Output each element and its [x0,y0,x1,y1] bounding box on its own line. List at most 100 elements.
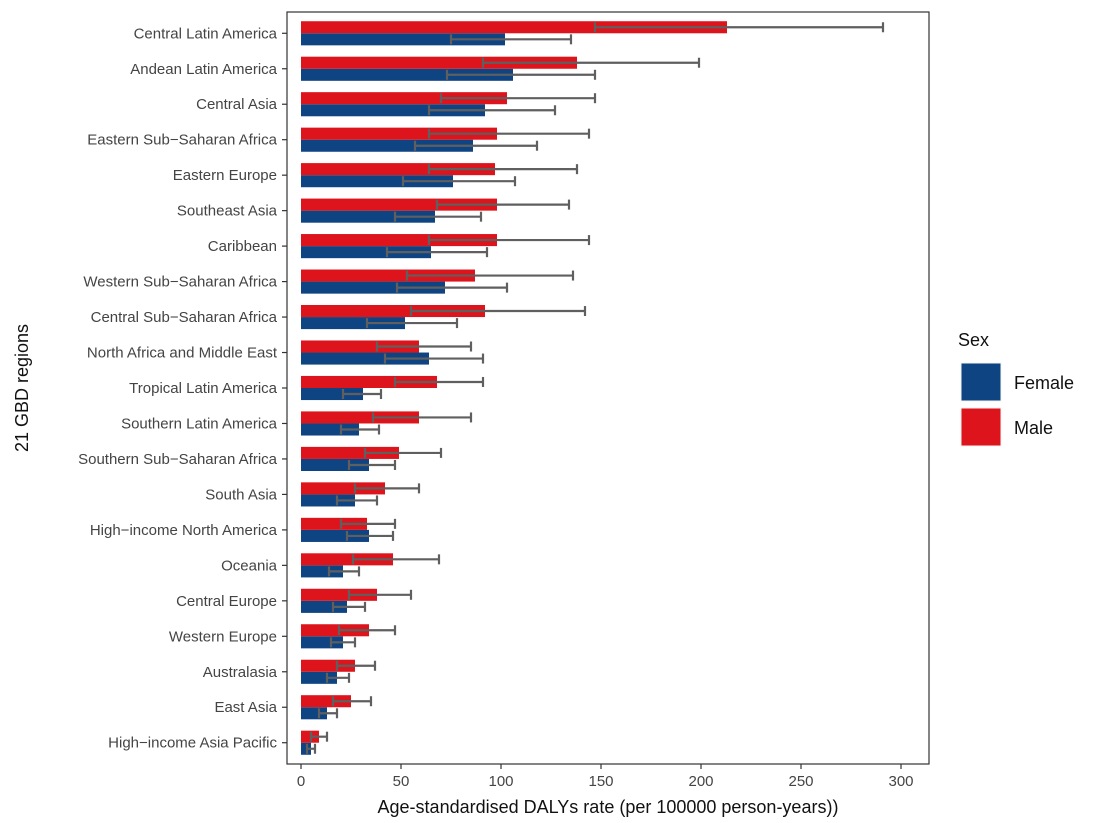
errorbar-male [363,447,443,458]
x-tick-label: 50 [393,773,410,790]
errorbar-female [383,353,485,364]
bar-female [301,68,513,81]
errorbar-male [409,306,587,317]
bar-female [301,494,355,507]
errorbar-male [337,625,397,636]
bar-female [301,423,359,436]
y-tick-label: Western Sub−Saharan Africa [83,274,277,291]
errorbar-male [593,22,885,33]
bar-female [301,281,445,294]
bar-female [301,246,431,259]
bar-female [301,317,405,330]
bar-male [301,659,355,672]
bar-female [301,210,435,223]
bar-male [301,92,507,105]
y-tick-label: East Asia [214,699,277,716]
y-tick-label: Eastern Sub−Saharan Africa [87,132,277,149]
bar-male [301,624,369,637]
y-tick-label: Central Sub−Saharan Africa [91,309,278,326]
errorbars-layer [305,22,885,754]
legend: Sex Female Male [958,330,1074,447]
errorbar-male [347,589,413,600]
errorbar-female [401,176,517,187]
errorbar-female [445,69,597,80]
errorbar-female [339,424,381,435]
bar-female [301,600,347,613]
bar-male [301,482,385,495]
legend-title: Sex [958,330,989,350]
errorbar-female [393,211,483,222]
errorbar-male [309,731,329,742]
y-tick-label: Western Europe [169,628,277,645]
x-tick-label: 250 [788,773,813,790]
bar-female [301,352,429,365]
y-tick-label: Southeast Asia [177,203,278,220]
y-tick-label: North Africa and Middle East [87,345,278,362]
bar-male [301,304,485,318]
errorbar-female [413,140,539,151]
errorbar-male [427,164,579,175]
x-tick-label: 150 [588,773,613,790]
errorbar-male [393,376,485,387]
errorbar-female [327,566,361,577]
x-tick-label: 100 [488,773,513,790]
x-tick-label: 0 [297,773,305,790]
y-tick-label: Central Latin America [134,25,278,42]
errorbar-male [339,518,397,529]
bar-male [301,411,419,424]
bar-female [301,388,363,401]
legend-key-male [960,407,1002,447]
bar-female [301,104,485,117]
errorbar-male [371,412,473,423]
errorbar-female [331,601,367,612]
bar-female [301,529,369,542]
y-tick-label: Eastern Europe [173,167,277,184]
y-tick-label: Southern Latin America [121,415,278,432]
bar-female [301,458,369,472]
errorbar-female [427,105,557,116]
bar-male [301,375,437,388]
errorbar-male [427,235,591,246]
y-tick-label: Southern Sub−Saharan Africa [78,451,278,468]
bar-female [301,636,343,649]
y-tick-label: High−income Asia Pacific [108,735,277,752]
bar-female [301,139,473,152]
errorbar-female [345,530,395,541]
bars-layer [301,21,727,755]
bar-male [301,21,727,34]
y-tick-label: Oceania [221,557,278,574]
y-axis-ticks: Central Latin America Andean Latin Americ… [78,25,287,752]
errorbar-female [305,743,317,754]
legend-key-female [960,362,1002,402]
errorbar-female [329,637,357,648]
errorbar-female [341,389,383,400]
x-axis-ticks: 0 50 100 150 200 250 300 [297,764,914,790]
errorbar-female [395,282,509,293]
legend-label-male: Male [1014,418,1053,438]
y-tick-label: Caribbean [208,238,277,255]
errorbar-male [435,199,571,210]
bar-male [301,517,367,530]
bar-male [301,56,577,69]
bar-male [301,446,399,459]
errorbar-male [375,341,473,352]
y-tick-label: High−income North America [90,522,278,539]
bar-male [301,198,497,211]
bar-male [301,340,419,353]
y-tick-label: Central Europe [176,593,277,610]
x-tick-label: 300 [888,773,913,790]
errorbar-female [385,247,489,258]
errorbar-male [439,93,597,104]
errorbar-male [335,660,377,671]
errorbar-male [353,483,421,494]
errorbar-female [317,708,339,719]
errorbar-male [405,270,575,281]
bar-male [301,127,497,140]
errorbar-male [331,696,373,707]
x-axis-title: Age-standardised DALYs rate (per 100000 … [378,797,839,817]
bar-male [301,269,475,282]
bar-male [301,553,393,566]
bar-male [301,695,351,708]
y-axis-title: 21 GBD regions [12,324,32,452]
